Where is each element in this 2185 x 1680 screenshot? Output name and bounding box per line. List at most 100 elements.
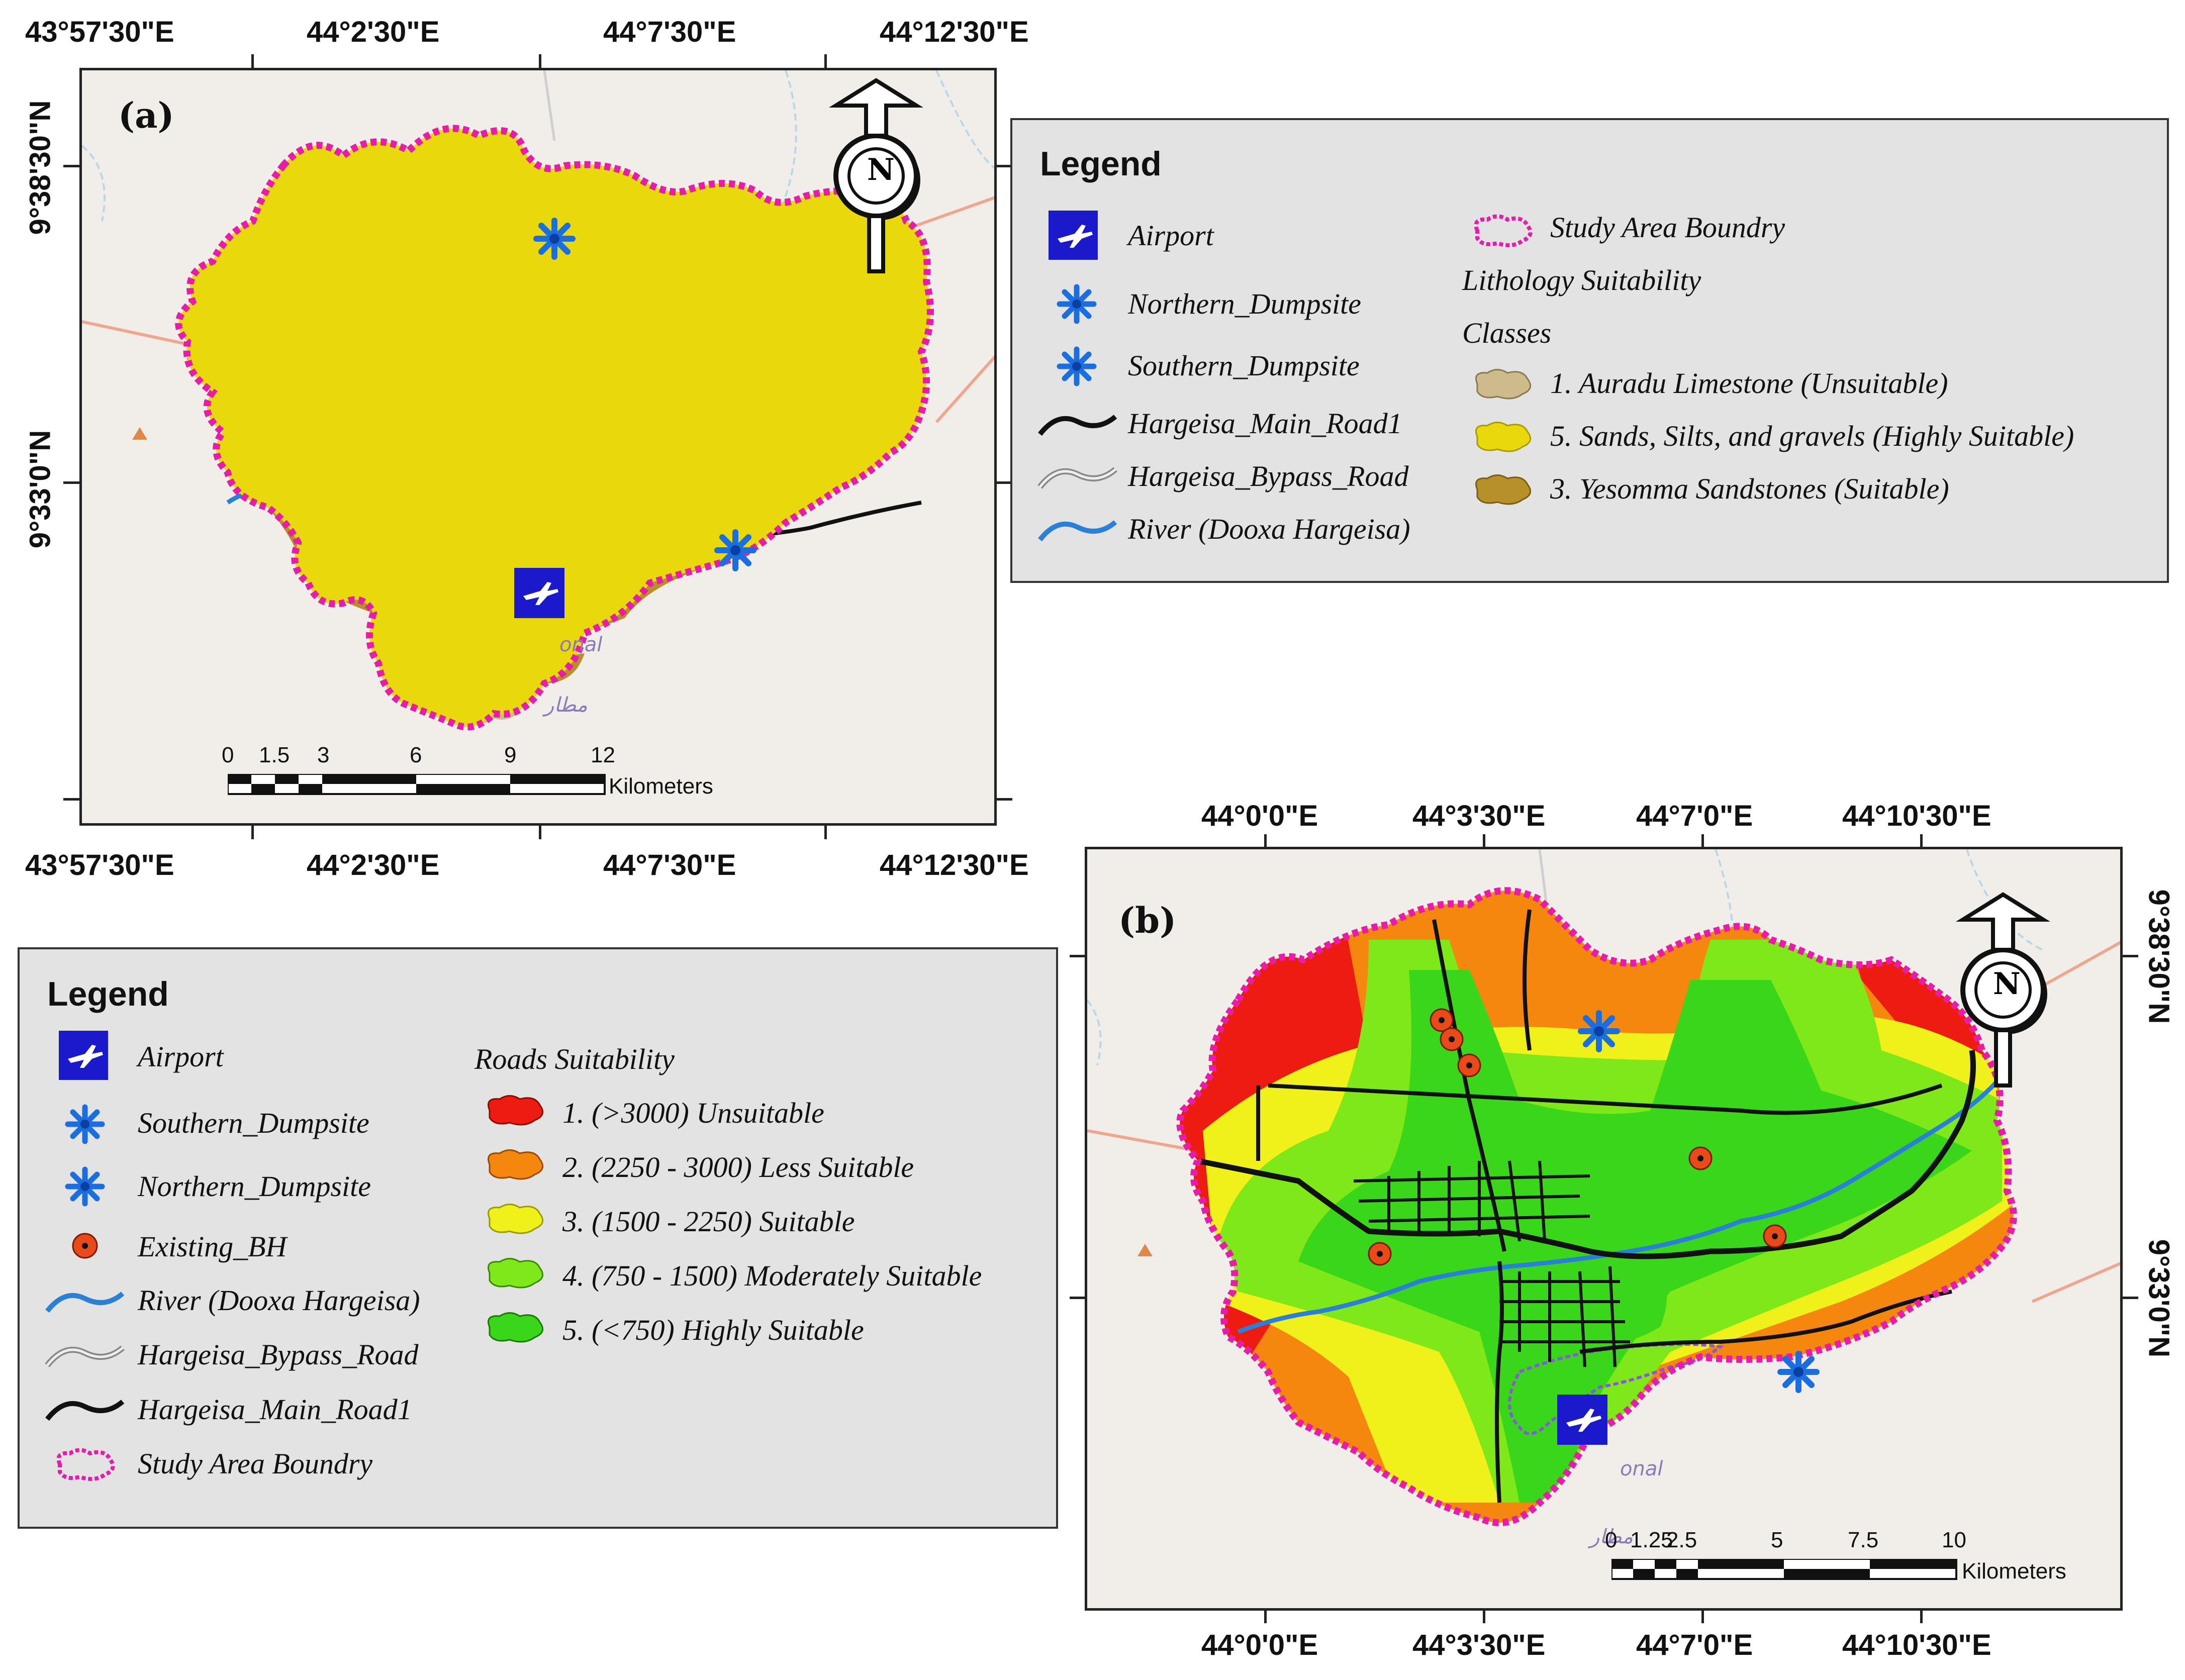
lon-label-b-bottom-1: 44°0'0"E bbox=[1201, 1629, 1318, 1661]
lon-label-b-top-2: 44°3'30"E bbox=[1412, 800, 1546, 832]
legend-b-southern-dumpsite: Southern_Dumpsite bbox=[138, 1107, 369, 1139]
airport-marker bbox=[1557, 1395, 1607, 1445]
legend-b-main-road: Hargeisa_Main_Road1 bbox=[138, 1393, 412, 1426]
legend-b-class-4: 4. (750 - 1500) Moderately Suitable bbox=[562, 1259, 982, 1292]
scale-num-a-4: 9 bbox=[504, 743, 517, 767]
panel-label-a: (a) bbox=[118, 94, 174, 136]
lon-label-b-bottom-4: 44°10'30"E bbox=[1842, 1629, 1991, 1661]
scale-bar-a bbox=[228, 774, 606, 795]
scale-num-b-1: 1.25 bbox=[1630, 1528, 1673, 1552]
boundary-icon bbox=[56, 1448, 115, 1481]
boundary-icon bbox=[1474, 214, 1533, 247]
lithology-map-a bbox=[82, 70, 994, 826]
dumpsite-icon bbox=[1057, 346, 1097, 386]
scale-unit-b: Kilometers bbox=[1962, 1559, 2066, 1584]
north-arrow-b bbox=[1956, 892, 2050, 1088]
lon-label-a-bottom-1: 43°57'30"E bbox=[25, 849, 174, 881]
northern-dumpsite-marker bbox=[1578, 1010, 1620, 1052]
borehole-marker bbox=[1368, 1242, 1392, 1266]
legend-a-class-3: 3. Yesomma Sandstones (Suitable) bbox=[1550, 472, 1949, 505]
legend-a-bypass-road: Hargeisa_Bypass_Road bbox=[1128, 460, 1409, 492]
lon-label-a-top-1: 43°57'30"E bbox=[25, 16, 174, 48]
legend-a-southern-dumpsite: Southern_Dumpsite bbox=[1128, 349, 1360, 382]
legend-a-river: River (Dooxa Hargeisa) bbox=[1128, 513, 1410, 545]
scale-num-b-5: 10 bbox=[1942, 1528, 1966, 1552]
northern-dumpsite-marker bbox=[533, 218, 576, 260]
legend-b-class-1: 1. (>3000) Unsuitable bbox=[562, 1097, 824, 1129]
main-road-line-icon bbox=[45, 1400, 125, 1421]
legend-b-class-2: 2. (2250 - 3000) Less Suitable bbox=[562, 1151, 914, 1183]
legend-b-class-3: 3. (1500 - 2250) Suitable bbox=[562, 1205, 855, 1238]
map-text-ar-b: مطار bbox=[1590, 1525, 1633, 1548]
scale-num-b-0: 0 bbox=[1605, 1528, 1618, 1552]
airport-marker bbox=[514, 568, 564, 618]
legend-a-main-road: Hargeisa_Main_Road1 bbox=[1128, 407, 1402, 440]
lon-label-a-top-3: 44°7'30"E bbox=[603, 16, 736, 48]
roads-class-5-swatch bbox=[488, 1312, 544, 1343]
map-text-a: onal bbox=[559, 633, 603, 656]
roads-class-3-swatch bbox=[488, 1204, 544, 1234]
lat-label-b-1: 9°38'30"N bbox=[2142, 889, 2175, 1024]
lat-label-a-1: 9°38'30"N bbox=[24, 100, 57, 235]
scale-num-a-5: 12 bbox=[591, 743, 615, 767]
borehole-marker bbox=[1440, 1027, 1464, 1051]
lithology-class-5-swatch bbox=[1475, 422, 1532, 452]
legend-b-group-title: Roads Suitability bbox=[474, 1043, 675, 1075]
north-arrow-letter-a: N bbox=[867, 152, 895, 187]
legend-a-boundary: Study Area Boundry bbox=[1550, 211, 1785, 244]
scale-num-b-2: 2.5 bbox=[1666, 1528, 1697, 1552]
scale-bar-b bbox=[1611, 1559, 1957, 1580]
lat-label-b-2: 9°33'0"N bbox=[2142, 1239, 2175, 1358]
legend-title-a: Legend bbox=[1040, 145, 1162, 183]
lon-label-b-bottom-2: 44°3'30"E bbox=[1412, 1629, 1546, 1661]
legend-b-existing-bh: Existing_BH bbox=[138, 1230, 287, 1263]
airport-icon bbox=[59, 1031, 108, 1080]
scale-num-a-3: 6 bbox=[410, 743, 422, 767]
borehole-marker bbox=[1430, 1008, 1454, 1032]
map-frame-b: (b) N onal مطار 0 1.25 2.5 5 7.5 10 Kilo… bbox=[1085, 847, 2123, 1611]
legend-a-northern-dumpsite: Northern_Dumpsite bbox=[1128, 287, 1361, 320]
lon-label-b-top-4: 44°10'30"E bbox=[1842, 800, 1991, 832]
legend-b-river: River (Dooxa Hargeisa) bbox=[138, 1284, 420, 1317]
borehole-icon bbox=[72, 1233, 98, 1259]
north-arrow-letter-b: N bbox=[1993, 966, 2021, 1002]
dumpsite-icon bbox=[65, 1166, 105, 1207]
airport-icon bbox=[1049, 211, 1098, 260]
legend-a-class-5: 5. Sands, Silts, and gravels (Highly Sui… bbox=[1550, 420, 2074, 452]
lat-label-a-2: 9°33'0"N bbox=[24, 430, 57, 549]
borehole-marker bbox=[1763, 1224, 1787, 1248]
lithology-class-1-swatch bbox=[1475, 369, 1532, 400]
legend-a-group-title-1: Lithology Suitability bbox=[1462, 264, 1701, 297]
river-line-icon bbox=[45, 1292, 125, 1313]
river-line-icon bbox=[1038, 520, 1117, 542]
map-text-ar-a: مطار bbox=[544, 694, 588, 717]
lon-label-a-top-2: 44°2'30"E bbox=[307, 16, 440, 48]
bypass-road-line-icon bbox=[45, 1345, 125, 1367]
roads-class-1-swatch bbox=[488, 1095, 544, 1126]
map-text-b: onal bbox=[1620, 1457, 1663, 1480]
scale-num-b-4: 7.5 bbox=[1848, 1528, 1879, 1552]
lon-label-a-bottom-4: 44°12'30"E bbox=[880, 849, 1029, 881]
scale-unit-a: Kilometers bbox=[609, 774, 713, 799]
legend-b-class-5: 5. (<750) Highly Suitable bbox=[562, 1314, 864, 1346]
north-arrow-a bbox=[829, 78, 923, 273]
legend-b-boundary: Study Area Boundry bbox=[138, 1447, 373, 1480]
southern-dumpsite-marker bbox=[714, 529, 756, 571]
scale-num-a-1: 1.5 bbox=[259, 743, 290, 767]
roads-suitability-map-b bbox=[1087, 849, 2120, 1526]
scale-num-a-2: 3 bbox=[317, 743, 330, 767]
legend-a-airport: Airport bbox=[1128, 219, 1214, 252]
scale-num-b-3: 5 bbox=[1771, 1528, 1783, 1552]
legend-b: Legend Airport Southern_Dumpsite Norther… bbox=[18, 947, 1058, 1529]
legend-b-bypass-road: Hargeisa_Bypass_Road bbox=[138, 1338, 419, 1371]
dumpsite-icon bbox=[65, 1104, 105, 1144]
southern-dumpsite-marker bbox=[1777, 1351, 1820, 1393]
lon-label-a-bottom-3: 44°7'30"E bbox=[603, 849, 736, 881]
legend-b-northern-dumpsite: Northern_Dumpsite bbox=[138, 1170, 371, 1203]
main-road-line-icon bbox=[1038, 415, 1117, 436]
dumpsite-icon bbox=[1057, 284, 1097, 324]
roads-class-2-swatch bbox=[488, 1149, 544, 1180]
legend-b-airport: Airport bbox=[138, 1040, 224, 1073]
lon-label-b-bottom-3: 44°7'0"E bbox=[1636, 1629, 1753, 1661]
lithology-class-3-swatch bbox=[1475, 474, 1532, 505]
